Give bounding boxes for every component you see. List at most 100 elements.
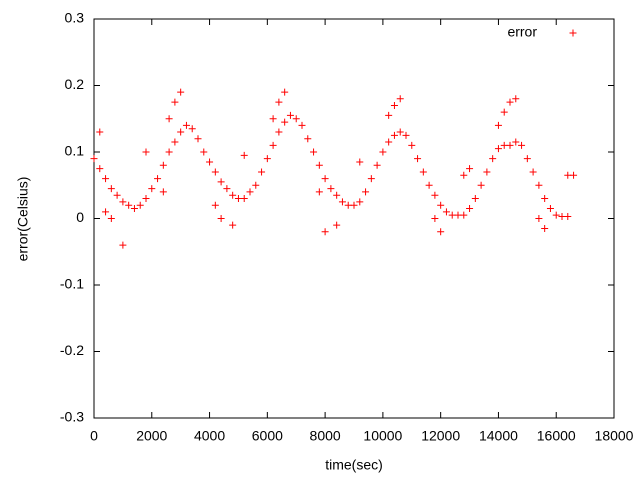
point [402,131,410,139]
point [206,158,214,166]
point [442,208,450,216]
point [518,141,526,149]
point [96,165,104,173]
point [367,175,375,183]
x-tick-label: 10000 [363,428,402,444]
point [523,155,531,163]
point [275,98,283,106]
point [494,145,502,153]
point [102,175,110,183]
point [552,211,560,219]
point [130,205,138,213]
point [506,98,514,106]
point [246,188,254,196]
point [96,128,104,136]
point [240,195,248,203]
point [171,98,179,106]
x-tick-label: 0 [90,428,98,444]
legend-marker [569,29,577,37]
point [477,181,485,189]
point [321,175,329,183]
point [281,88,289,96]
point [263,155,271,163]
point [466,165,474,173]
point [390,101,398,109]
point [275,128,283,136]
point [258,168,266,176]
point [506,141,514,149]
point [252,181,260,189]
y-tick-label: 0 [76,209,84,225]
point [408,141,416,149]
point [541,195,549,203]
point [541,224,549,232]
point [373,161,381,169]
point [107,215,115,222]
point [414,155,422,163]
y-axis-label: error(Celsius) [15,177,31,262]
point [396,128,404,136]
point [512,95,520,103]
point [362,188,370,196]
point [546,205,554,213]
point [217,215,225,222]
point [90,155,98,163]
point [211,168,219,176]
point [338,198,346,206]
point [512,138,520,146]
x-tick-label: 2000 [136,428,167,444]
point [564,213,572,221]
point [460,211,468,219]
point [142,195,150,203]
point [489,155,497,163]
point [107,185,115,193]
point [350,201,358,209]
point [390,131,398,139]
point [466,205,474,213]
point [177,88,185,96]
point [396,95,404,103]
x-tick-label: 12000 [421,428,460,444]
x-tick-label: 4000 [194,428,225,444]
y-tick-label: 0.2 [65,76,85,92]
point [182,121,190,129]
point [529,168,537,176]
point [217,178,225,186]
point [310,148,318,156]
point [483,168,491,176]
y-tick-label: -0.2 [60,342,84,358]
point [315,188,323,196]
point [379,148,387,156]
point [535,181,543,189]
point [154,175,162,183]
point [431,215,439,222]
point [188,125,196,133]
x-tick-label: 18000 [595,428,634,444]
point [298,121,306,129]
point [471,195,479,203]
y-tick-label: -0.3 [60,409,84,425]
point [223,185,231,193]
point [292,115,300,123]
point [171,138,179,146]
point [165,148,173,156]
point [211,201,219,209]
point [327,185,335,193]
x-tick-label: 16000 [537,428,576,444]
point [419,168,427,176]
point [200,148,208,156]
point [165,115,173,123]
point [460,171,468,179]
point [119,198,127,206]
x-axis-label: time(sec) [325,457,383,473]
point [494,121,502,129]
point [229,191,237,199]
point [136,201,144,209]
point [500,108,508,116]
point [177,128,185,136]
point [269,115,277,123]
point [119,241,127,249]
point [159,188,167,196]
x-tick-label: 8000 [310,428,341,444]
